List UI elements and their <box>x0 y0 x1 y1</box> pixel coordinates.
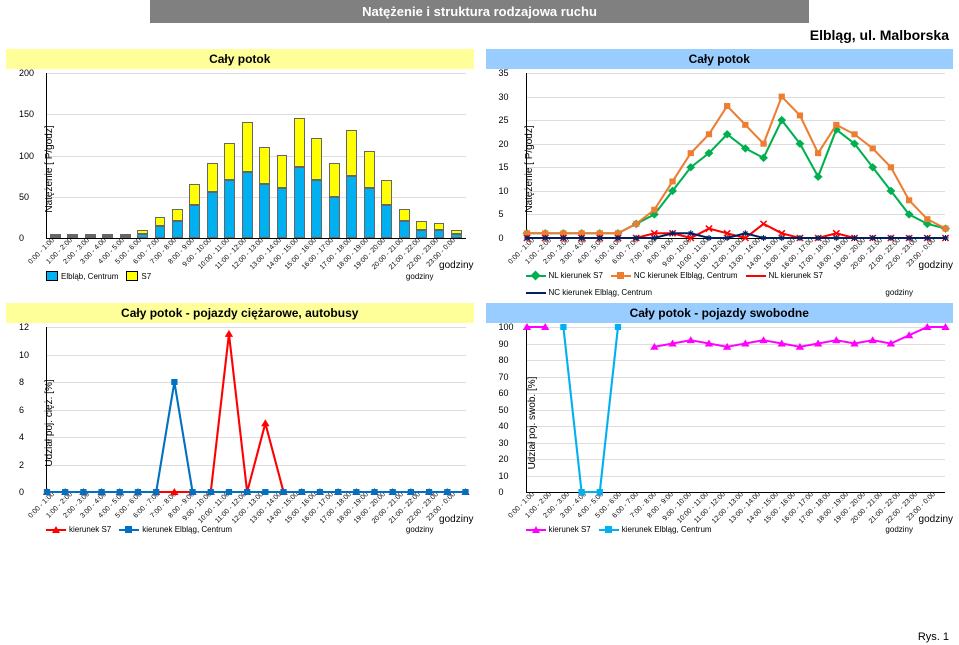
page-title: Natężenie i struktura rodzajowa ruchu <box>150 0 809 23</box>
legend-bl: kierunek S7kierunek Elbląg, Centrumgodzi… <box>6 523 474 536</box>
chart-br-title: Cały potok - pojazdy swobodne <box>486 303 954 323</box>
location-label: Elbląg, ul. Malborska <box>0 23 959 47</box>
chart-tl-title: Cały potok <box>6 49 474 69</box>
chart-bl: 0246810120:00 - 1:001:00 - 2:002:00 - 3:… <box>6 323 474 523</box>
chart-tr: 051015202530350:00 - 1:001:00 - 2:002:00… <box>486 69 954 269</box>
chart-tl: 0501001502000:00 - 1:001:00 - 2:002:00 -… <box>6 69 474 269</box>
chart-br: 01020304050607080901000:00 - 1:001:00 - … <box>486 323 954 523</box>
chart-tr-title: Cały potok <box>486 49 954 69</box>
legend-tr: NL kierunek S7NC kierunek Elbląg, Centru… <box>486 269 954 299</box>
chart-bl-title: Cały potok - pojazdy ciężarowe, autobusy <box>6 303 474 323</box>
figure-number: Rys. 1 <box>918 631 949 643</box>
legend-tl: Elbląb, CentrumS7godziny <box>6 269 474 283</box>
legend-br: kierunek S7kierunek Elbląg, Centrumgodzi… <box>486 523 954 536</box>
